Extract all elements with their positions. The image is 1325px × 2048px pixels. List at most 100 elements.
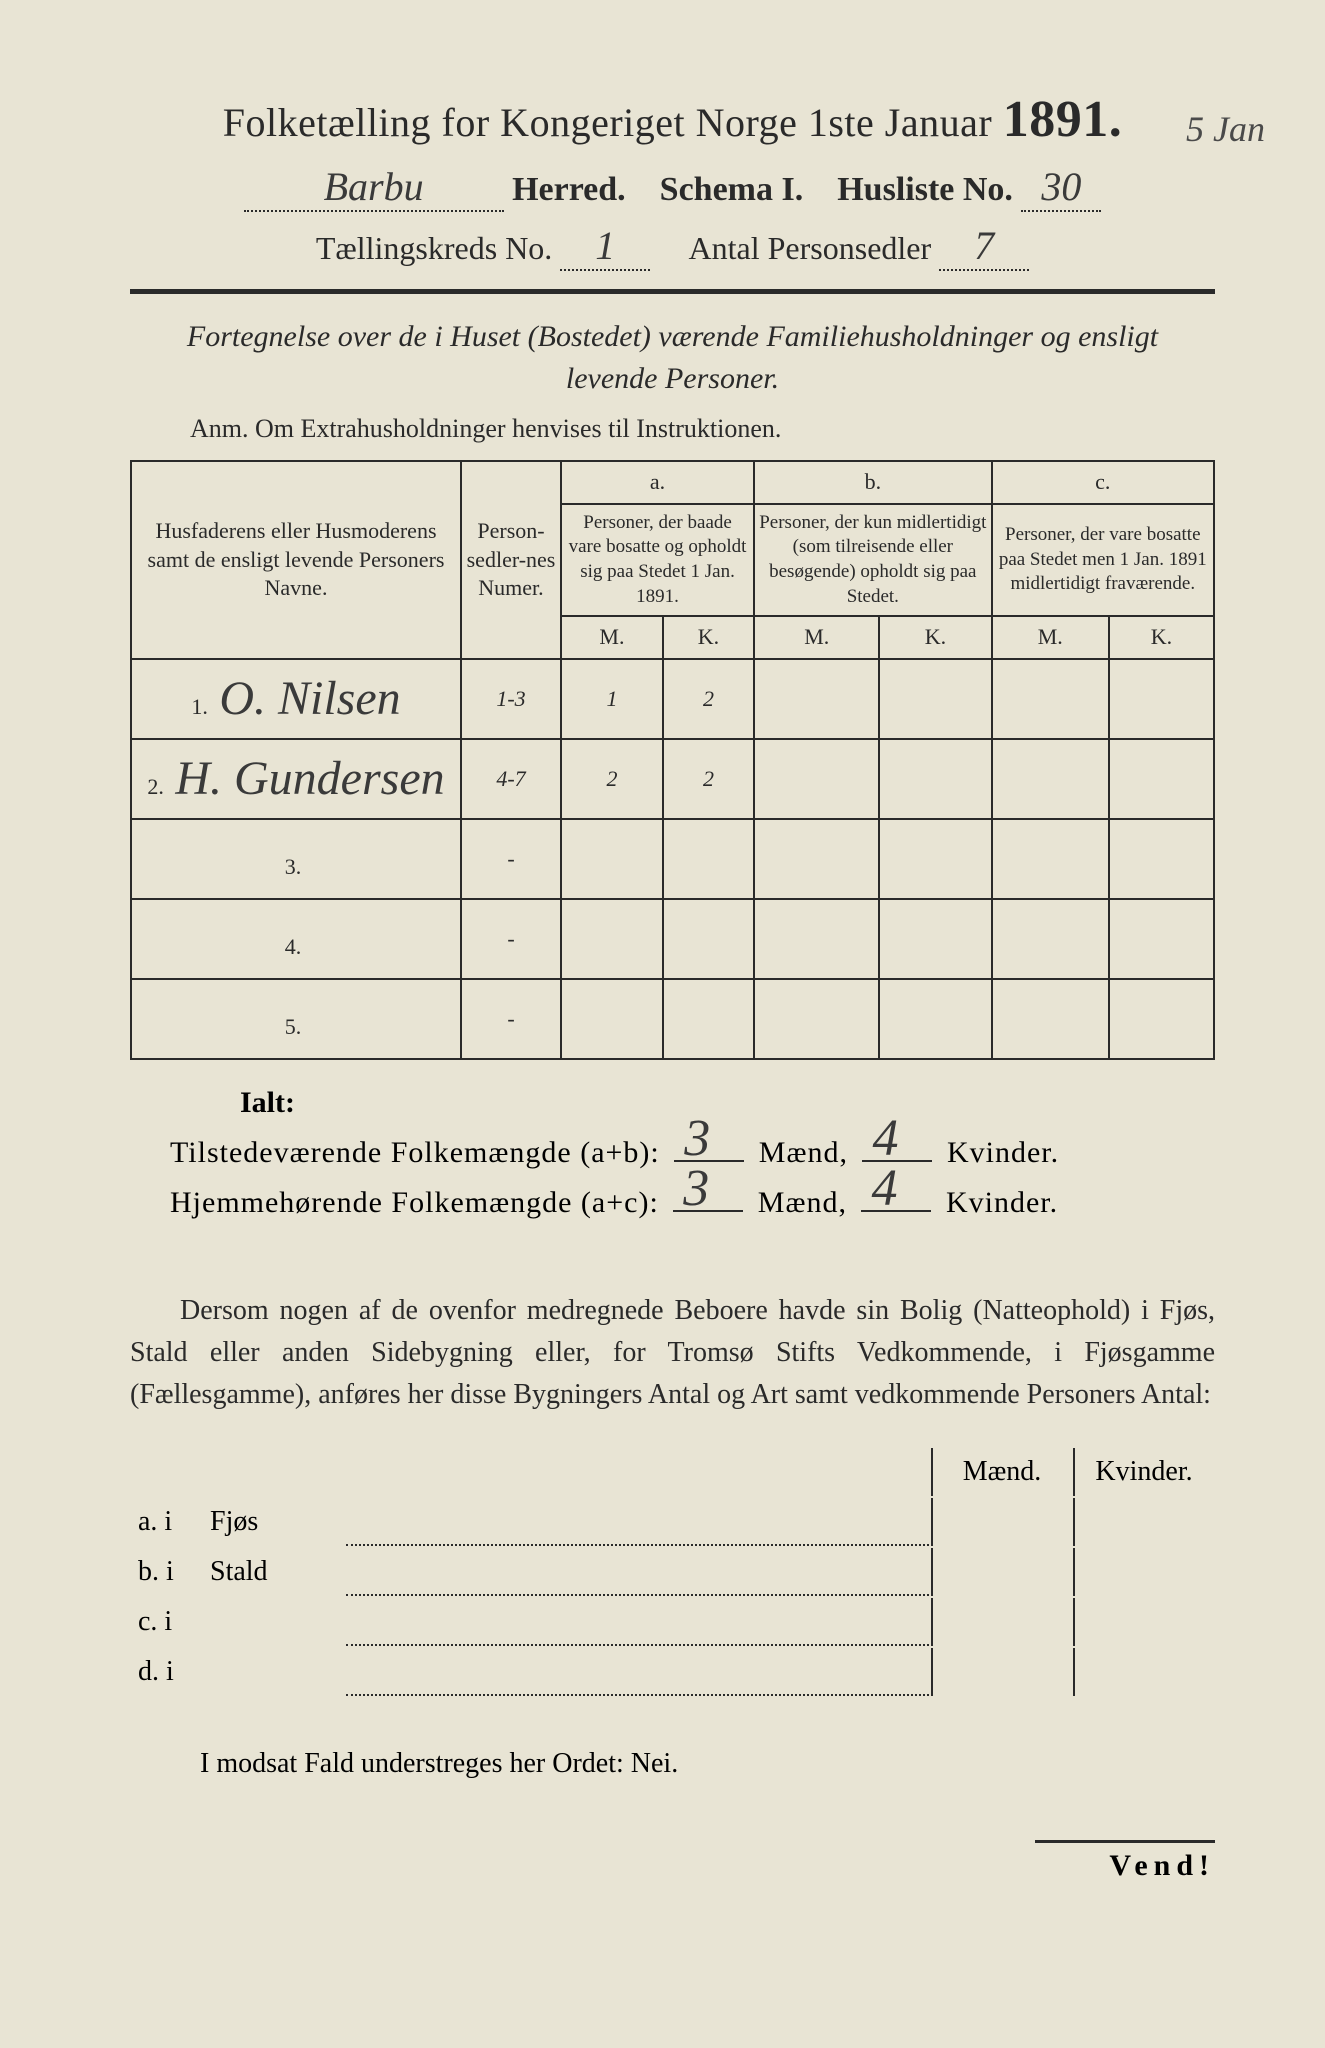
row-bm: [754, 819, 879, 899]
table-row: 2. H. Gundersen4-722: [131, 739, 1214, 819]
row-num-cell: -: [461, 899, 561, 979]
building-row: b. iStald: [132, 1548, 1213, 1596]
herred-value: Barbu: [324, 164, 424, 209]
row-name-cell: 5.: [131, 979, 461, 1059]
row-ck: [1109, 659, 1214, 739]
row-bk: [879, 979, 991, 1059]
row-ck: [1109, 899, 1214, 979]
bt-label: c. i: [132, 1598, 202, 1646]
row-am: 1: [561, 659, 663, 739]
ac-k-field: 4: [861, 1210, 931, 1212]
bt-name: [204, 1648, 344, 1696]
col-b-text: Personer, der kun midlertidigt (som tilr…: [754, 504, 991, 617]
col-c-text: Personer, der vare bosatte paa Stedet me…: [992, 504, 1214, 617]
row-name-cell: 4.: [131, 899, 461, 979]
herred-label: Herred.: [512, 171, 626, 208]
row-bk: [879, 659, 991, 739]
antal-value: 7: [974, 223, 994, 268]
bt-k: [1073, 1598, 1213, 1646]
col-c-label: c.: [992, 461, 1214, 504]
bt-label: a. i: [132, 1498, 202, 1546]
header-line-2: Barbu Herred. Schema I. Husliste No. 30: [130, 163, 1215, 212]
col-c-m: M.: [992, 616, 1109, 659]
row-ck: [1109, 819, 1214, 899]
row-bm: [754, 739, 879, 819]
bt-head-m: Mænd.: [931, 1448, 1071, 1496]
bt-header-row: Mænd. Kvinder.: [132, 1448, 1213, 1496]
vend-label: Vend!: [1035, 1840, 1215, 1883]
row-bk: [879, 899, 991, 979]
bt-m: [931, 1648, 1071, 1696]
census-form-page: 5 Jan Folketælling for Kongeriget Norge …: [0, 0, 1325, 2048]
subtitle-line2: levende Personer.: [566, 362, 779, 395]
bt-dots: [346, 1498, 929, 1546]
total-ab-label: Tilstedeværende Folkemængde (a+b):: [170, 1136, 660, 1169]
husliste-value: 30: [1041, 164, 1081, 209]
husliste-label: Husliste No.: [837, 171, 1013, 208]
schema-label: Schema I.: [660, 171, 804, 208]
building-table: Mænd. Kvinder. a. iFjøsb. iStaldc. id. i: [130, 1446, 1215, 1698]
subtitle: Fortegnelse over de i Huset (Bostedet) v…: [130, 316, 1215, 400]
ac-m-field: 3: [673, 1210, 743, 1212]
building-row: c. i: [132, 1598, 1213, 1646]
kreds-field: 1: [560, 222, 650, 271]
col-b-m: M.: [754, 616, 879, 659]
row-ak: 2: [663, 739, 754, 819]
table-row: 5. -: [131, 979, 1214, 1059]
margin-date: 5 Jan: [1186, 108, 1265, 150]
building-paragraph: Dersom nogen af de ovenfor medregnede Be…: [130, 1290, 1215, 1416]
antal-field: 7: [939, 222, 1029, 271]
row-am: [561, 899, 663, 979]
page-title: Folketælling for Kongeriget Norge 1ste J…: [130, 90, 1215, 149]
row-cm: [992, 899, 1109, 979]
row-bm: [754, 979, 879, 1059]
row-ak: [663, 819, 754, 899]
header-line-3: Tællingskreds No. 1 Antal Personsedler 7: [130, 222, 1215, 294]
kreds-label: Tællingskreds No.: [316, 230, 552, 266]
bt-name: Stald: [204, 1548, 344, 1596]
col-b-k: K.: [879, 616, 991, 659]
ac-m-value: 3: [683, 1159, 710, 1218]
bt-label: d. i: [132, 1648, 202, 1696]
bt-name: Fjøs: [204, 1498, 344, 1546]
col-a-text: Personer, der baade vare bosatte og opho…: [561, 504, 754, 617]
bt-dots: [346, 1598, 929, 1646]
kvinder-label-1: Kvinder.: [947, 1136, 1059, 1169]
col-names-header: Husfaderens eller Husmoderens samt de en…: [131, 461, 461, 659]
row-ak: [663, 899, 754, 979]
maend-label-1: Mænd,: [759, 1136, 848, 1169]
bt-head-k: Kvinder.: [1073, 1448, 1213, 1496]
ialt-label: Ialt:: [240, 1086, 1215, 1120]
bt-name: [204, 1598, 344, 1646]
bt-k: [1073, 1648, 1213, 1696]
row-name-cell: 2. H. Gundersen: [131, 739, 461, 819]
row-num-cell: 1-3: [461, 659, 561, 739]
row-cm: [992, 819, 1109, 899]
bt-k: [1073, 1498, 1213, 1546]
row-ak: [663, 979, 754, 1059]
col-a-label: a.: [561, 461, 754, 504]
row-ck: [1109, 979, 1214, 1059]
row-cm: [992, 979, 1109, 1059]
col-num-header: Person-sedler-nes Numer.: [461, 461, 561, 659]
bt-dots: [346, 1548, 929, 1596]
row-cm: [992, 659, 1109, 739]
row-bm: [754, 659, 879, 739]
row-name-cell: 1. O. Nilsen: [131, 659, 461, 739]
main-table: Husfaderens eller Husmoderens samt de en…: [130, 460, 1215, 1060]
ac-k-value: 4: [871, 1159, 898, 1218]
col-c-k: K.: [1109, 616, 1214, 659]
row-am: [561, 819, 663, 899]
col-a-m: M.: [561, 616, 663, 659]
title-text: Folketælling for Kongeriget Norge 1ste J…: [223, 100, 992, 145]
row-ck: [1109, 739, 1214, 819]
row-cm: [992, 739, 1109, 819]
row-am: 2: [561, 739, 663, 819]
col-b-label: b.: [754, 461, 991, 504]
bt-m: [931, 1498, 1071, 1546]
bt-m: [931, 1548, 1071, 1596]
row-num-cell: -: [461, 979, 561, 1059]
row-ak: 2: [663, 659, 754, 739]
herred-field: Barbu: [244, 163, 504, 212]
row-name-cell: 3.: [131, 819, 461, 899]
